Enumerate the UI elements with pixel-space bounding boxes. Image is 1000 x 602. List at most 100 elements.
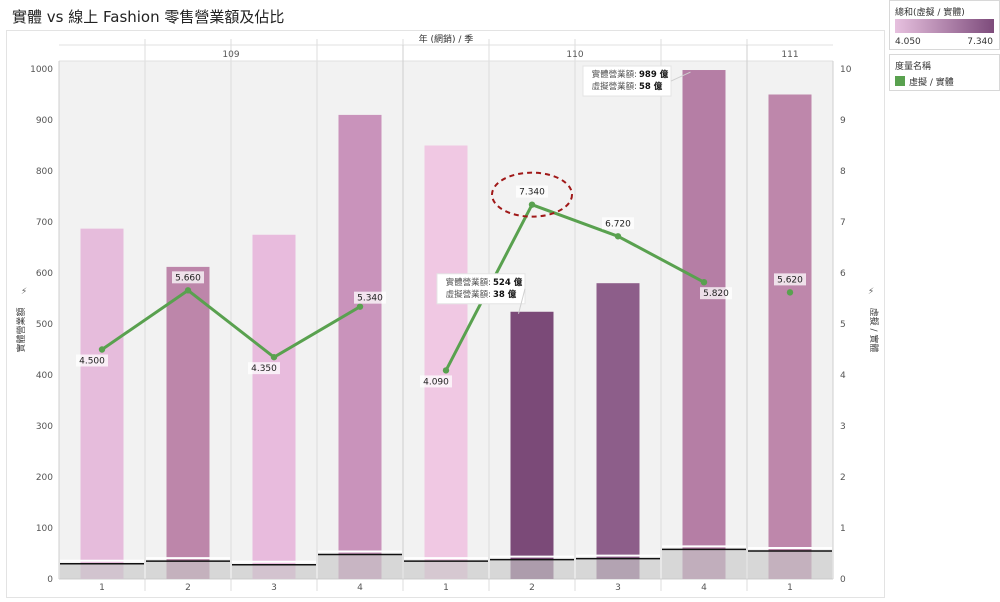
tooltip-leader-1	[670, 71, 691, 82]
y-left-tick-label: 400	[36, 371, 53, 381]
measure-legend-swatch	[895, 76, 905, 86]
reference-band-7	[662, 549, 746, 579]
top-axis-title: 年 (網銷) / 季	[419, 33, 474, 45]
y-left-tick-label: 300	[36, 422, 53, 432]
y-left-tick-label: 100	[36, 524, 53, 534]
y-left-tick-label: 200	[36, 473, 53, 483]
highlight-ellipse	[491, 171, 573, 218]
bar-3[interactable]	[338, 114, 382, 580]
ratio-point-8[interactable]	[786, 289, 794, 296]
tooltip-value-0-1: 38 億	[493, 289, 517, 300]
color-legend-gradient	[895, 19, 994, 33]
bar-1[interactable]	[166, 266, 210, 579]
ratio-point-6[interactable]	[614, 233, 622, 240]
bar-2[interactable]	[252, 234, 296, 579]
x-tick-label: 1	[99, 583, 105, 593]
x-tick-label: 3	[615, 583, 621, 593]
tooltip-label-1-1: 虛擬營業額:	[592, 81, 637, 92]
tooltip-value-1-1: 58 億	[639, 81, 663, 92]
y-left-tick-label: 800	[36, 167, 53, 177]
tooltip-label-1-0: 實體營業額:	[592, 69, 637, 80]
y-right-tick-label: 2	[840, 473, 846, 483]
x-tick-label: 1	[443, 583, 449, 593]
y-right-axis-title[interactable]: 虛擬 / 實體	[868, 308, 880, 353]
year-header-111[interactable]: 111	[781, 50, 798, 60]
bar-7[interactable]	[682, 70, 726, 579]
measure-legend-label[interactable]: 虛擬 / 實體	[909, 78, 954, 88]
data-label-2: 4.350	[251, 364, 277, 374]
reference-band-4	[404, 561, 488, 579]
reference-band-5	[490, 559, 574, 579]
color-legend-title: 總和(虛擬 / 實體)	[895, 8, 965, 18]
ratio-line-segment-0[interactable]	[101, 288, 361, 359]
x-tick-label: 4	[357, 583, 363, 593]
bar-0[interactable]	[80, 228, 124, 579]
y-right-tick-label: 7	[840, 218, 846, 228]
data-label-0: 4.500	[79, 357, 105, 367]
y-right-tick-label: 3	[840, 422, 846, 432]
ratio-point-4[interactable]	[442, 367, 450, 374]
tooltip-box-1	[582, 65, 672, 97]
y-left-tick-label: 0	[47, 575, 53, 585]
chart-area[interactable]: 年 (網銷) / 季 109 110 111 0 100 200 300 400 500 600 70…	[6, 30, 885, 598]
ratio-point-5[interactable]	[528, 201, 536, 208]
bar-6[interactable]	[596, 283, 640, 579]
color-legend[interactable]: 總和(虛擬 / 實體) 4.050 7.340	[889, 0, 1000, 50]
x-tick-label: 1	[787, 583, 793, 593]
data-label-7: 5.820	[703, 289, 729, 299]
data-label-bg-5	[516, 185, 548, 198]
ratio-point-2[interactable]	[270, 353, 278, 361]
data-label-3: 5.340	[357, 294, 383, 304]
ratio-point-0[interactable]	[98, 346, 106, 353]
data-label-bg-6	[602, 217, 634, 230]
bar-4[interactable]	[424, 145, 468, 580]
y-left-sort-icon[interactable]: ⚡	[21, 287, 27, 297]
ratio-point-3[interactable]	[356, 303, 364, 310]
color-legend-min: 4.050	[895, 37, 921, 47]
chart-title: 實體 vs 線上 Fashion 零售營業額及佔比	[12, 8, 285, 26]
reference-band-8	[748, 550, 832, 579]
tooltip-label-0-0: 實體營業額:	[446, 277, 491, 288]
y-right-tick-label: 9	[840, 116, 846, 126]
y-right-tick-label: 5	[840, 320, 846, 330]
y-right-tick-label: 6	[840, 269, 846, 279]
data-label-4: 4.090	[423, 377, 449, 387]
data-label-bg-7	[700, 287, 732, 300]
x-tick-label: 2	[185, 583, 191, 593]
color-legend-max: 7.340	[967, 37, 993, 47]
measure-legend-title: 度量名稱	[895, 62, 932, 72]
data-label-bg-8	[774, 273, 806, 286]
data-label-bg-3	[354, 291, 386, 304]
y-left-axis-title[interactable]: 實體營業額	[15, 307, 27, 352]
data-label-bg-4	[420, 375, 452, 388]
year-header-110[interactable]: 110	[566, 50, 583, 60]
measure-legend[interactable]: 度量名稱 虛擬 / 實體	[889, 54, 1000, 91]
data-label-6: 6.720	[605, 219, 631, 229]
data-label-1: 5.660	[175, 273, 201, 283]
reference-band-2	[232, 564, 316, 579]
x-tick-label: 4	[701, 583, 707, 593]
ratio-point-1[interactable]	[184, 287, 192, 294]
y-right-sort-icon[interactable]: ⚡	[868, 287, 874, 297]
tooltip-value-1-0: 989 億	[639, 69, 669, 80]
bar-5[interactable]	[510, 311, 554, 579]
y-left-tick-label: 500	[36, 320, 53, 330]
y-left-tick-label: 900	[36, 116, 53, 126]
bar-8[interactable]	[768, 94, 812, 580]
y-right-tick-label: 4	[840, 371, 846, 381]
y-right-tick-label: 0	[840, 575, 846, 585]
year-header-109[interactable]: 109	[222, 50, 239, 60]
x-tick-label: 3	[271, 583, 277, 593]
ratio-point-7[interactable]	[700, 278, 708, 286]
data-label-bg-2	[248, 362, 280, 375]
tooltip-value-0-0: 524 億	[493, 277, 523, 288]
y-right-tick-label: 1	[840, 524, 846, 534]
tooltip-leader-0	[518, 288, 526, 314]
x-tick-label: 2	[529, 583, 535, 593]
data-label-bg-1	[172, 271, 204, 284]
data-label-5: 7.340	[519, 188, 545, 198]
reference-band-0	[60, 563, 144, 579]
tooltip-label-0-1: 虛擬營業額:	[446, 289, 491, 300]
reference-band-6	[576, 558, 660, 579]
